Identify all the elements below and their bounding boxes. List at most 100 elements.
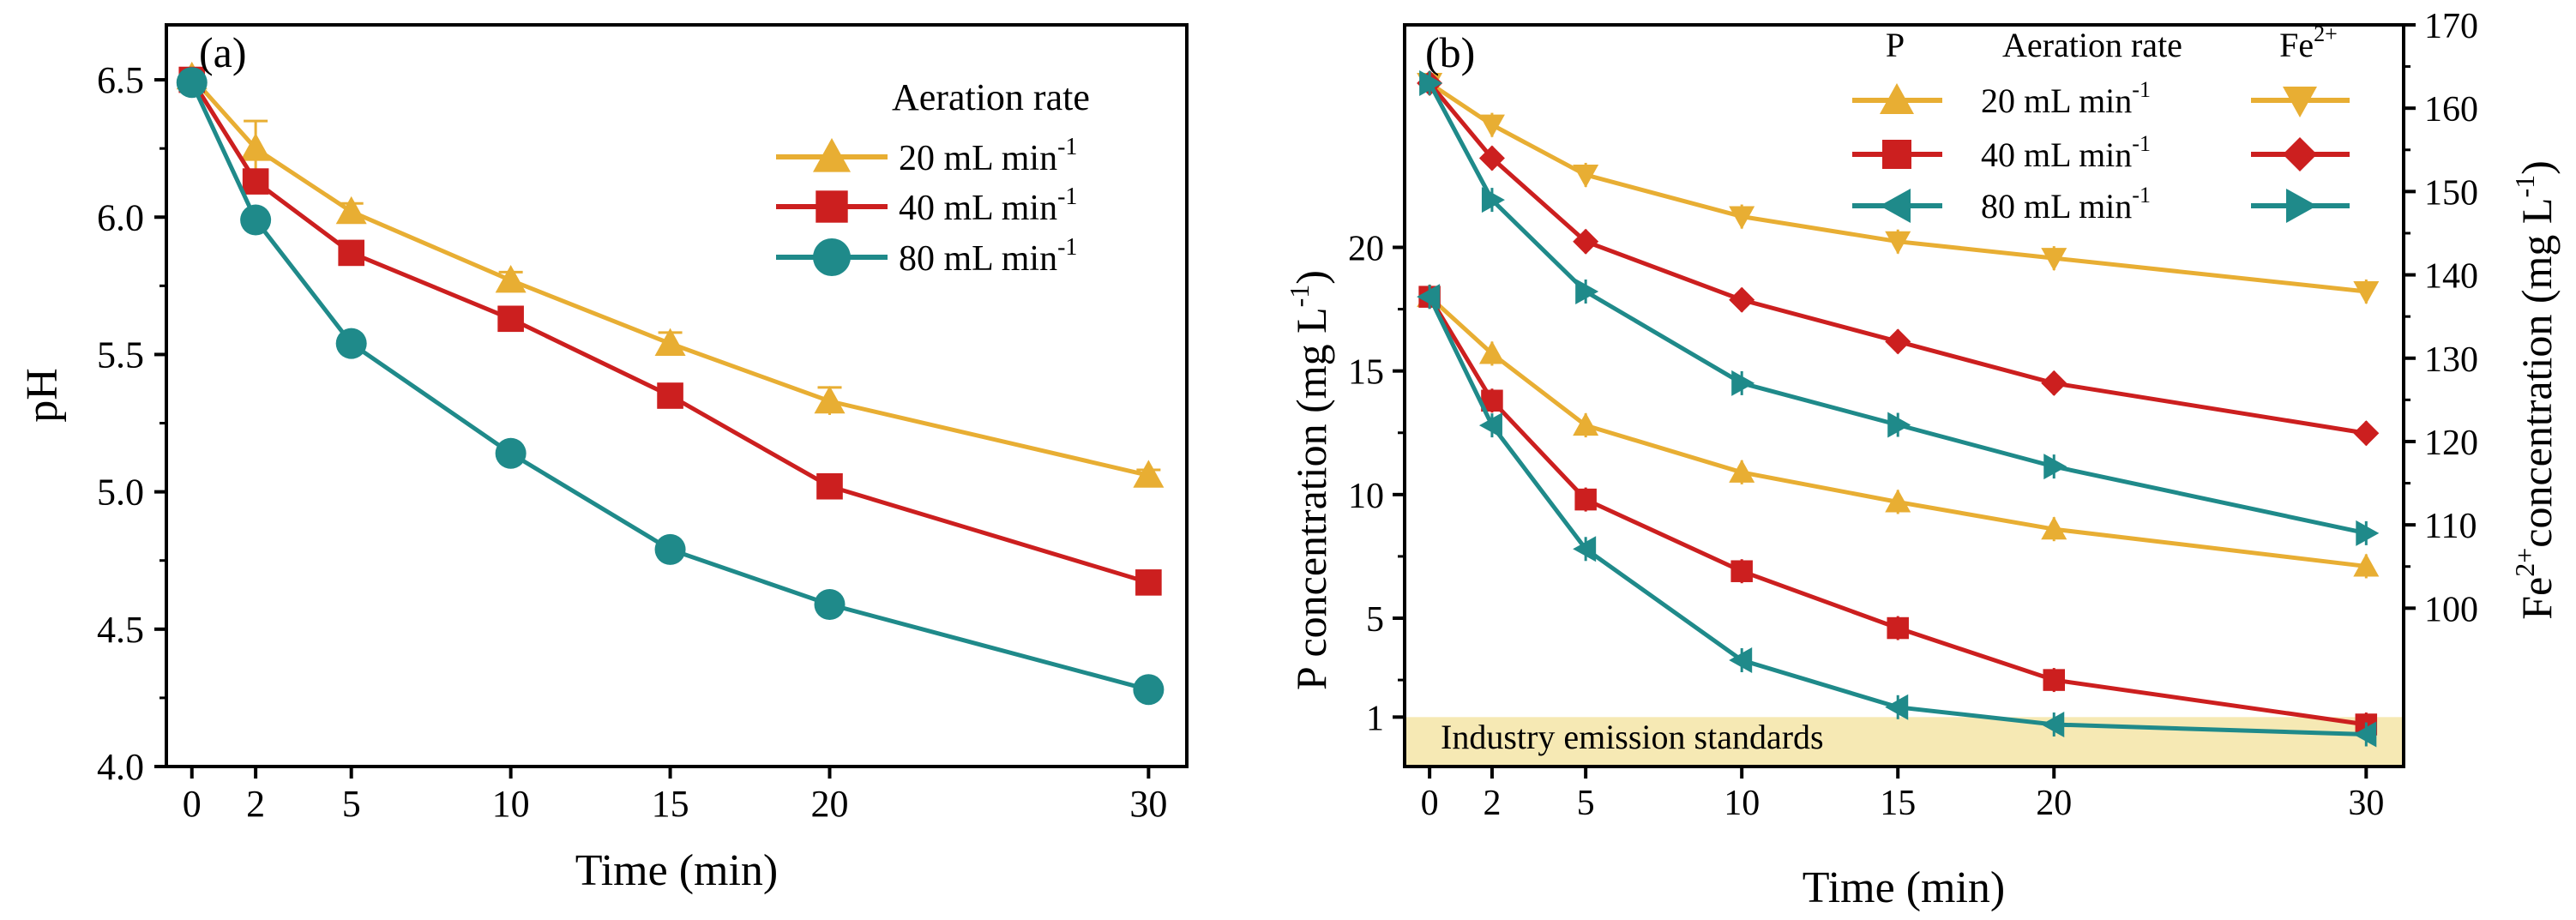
- data-point: [654, 533, 686, 565]
- x-tick-label: 20: [811, 783, 849, 825]
- x-tick-label: 2: [246, 783, 265, 825]
- y-tick-label: 5: [1366, 600, 1384, 640]
- y2-tick-label: 140: [2424, 257, 2478, 297]
- y-tick-label: 6.0: [97, 196, 144, 238]
- data-point: [1478, 340, 1505, 364]
- series-fe2-20-ml-min-1: [1417, 71, 2380, 305]
- panel-b-left-y-axis-title: P concentration (mg L-1): [1284, 270, 1335, 690]
- legend-marker-p: [1880, 189, 1911, 223]
- data-point: [1887, 412, 1911, 438]
- data-point: [1885, 328, 1911, 355]
- series-line: [1428, 81, 2367, 294]
- y2-tick-label: 170: [2424, 7, 2478, 46]
- panel-b-legend: P Aeration rate Fe2+ 20 mL min-1 40 mL mi…: [1852, 21, 2350, 225]
- data-point: [1481, 187, 1505, 213]
- panel-a-legend: Aeration rate 20 mL min-1 40 mL min-1 80 m…: [776, 76, 1090, 279]
- series-fe2-80-ml-min-1: [1419, 70, 2380, 546]
- data-point: [497, 305, 524, 333]
- y2-tick-label: 110: [2424, 507, 2477, 546]
- series-fe2-40-ml-min-1: [1417, 70, 2380, 447]
- panel-b-frame: [1403, 23, 2405, 768]
- data-point: [2353, 721, 2377, 748]
- panel-a-label: (a): [199, 28, 247, 76]
- emission-standard-label: Industry emission standards: [1441, 718, 1824, 756]
- y-tick-label: 10: [1348, 477, 1384, 516]
- x-tick-label: 5: [1577, 784, 1595, 823]
- y-tick-label: 6.5: [97, 59, 144, 101]
- legend-label: 20 mL min-1: [899, 134, 1077, 178]
- data-point: [2041, 711, 2065, 737]
- data-point: [1730, 560, 1753, 582]
- x-tick-label: 10: [492, 783, 530, 825]
- legend-marker-fe: [2286, 189, 2317, 223]
- legend-marker: [816, 190, 848, 223]
- data-point: [2043, 669, 2065, 691]
- panel-a-x-axis-title: Time (min): [575, 846, 778, 895]
- series-line: [1427, 296, 2367, 737]
- data-point: [2041, 370, 2067, 396]
- panel-a-chart: 4.0 4.5 5.0 5.5 6.0 6.5 0 2 5 10 15 20 30 (a) Time …: [18, 23, 1189, 895]
- y2-tick-label: 160: [2424, 90, 2478, 129]
- panel-a-y-axis: 4.0 4.5 5.0 5.5 6.0 6.5: [97, 59, 166, 788]
- panel-b-x-axis: 0 2 5 10 15 20 30: [1421, 767, 2384, 823]
- y2-tick-label: 100: [2424, 590, 2478, 629]
- legend-label: 80 mL min-1: [899, 234, 1077, 279]
- x-tick-label: 30: [1129, 783, 1167, 825]
- data-point: [2353, 420, 2380, 447]
- series-80-ml-min-circle: [176, 67, 1165, 706]
- x-tick-label: 30: [2348, 784, 2384, 823]
- data-point: [176, 67, 208, 99]
- legend-label: 40 mL min-1: [899, 183, 1077, 228]
- legend-marker-fe: [2283, 87, 2317, 117]
- emission-standard-band: [1405, 717, 2404, 767]
- data-point: [654, 328, 686, 357]
- x-tick-label: 0: [1421, 784, 1439, 823]
- y2-tick-label: 120: [2424, 424, 2478, 463]
- data-point: [816, 472, 843, 500]
- x-tick-label: 0: [183, 783, 202, 825]
- data-point: [657, 382, 683, 409]
- data-point: [2353, 553, 2380, 577]
- panel-b-right-y-axis-title: Fe2+concentration (mg L-1): [2509, 160, 2561, 620]
- data-point: [1573, 412, 1599, 436]
- data-point: [1478, 412, 1502, 439]
- y-tick-label: 1: [1366, 699, 1384, 738]
- y-tick-label: 5.0: [97, 472, 144, 514]
- data-point: [1885, 231, 1911, 255]
- legend-marker: [813, 238, 851, 276]
- series-line: [1428, 81, 2367, 436]
- panel-a-y-axis-title: pH: [18, 368, 67, 423]
- emission-band-fill: [1405, 717, 2404, 767]
- y2-tick-label: 130: [2424, 340, 2478, 380]
- data-point: [335, 328, 367, 359]
- y-tick-label: 4.5: [97, 609, 144, 651]
- panel-a-x-axis: 0 2 5 10 15 20 30: [183, 767, 1167, 825]
- x-tick-label: 15: [652, 783, 689, 825]
- panel-a-frame: [165, 23, 1189, 768]
- series-p-80-ml-min-1: [1417, 284, 2377, 748]
- data-point: [1574, 488, 1597, 511]
- x-tick-label: 20: [2036, 784, 2072, 823]
- data-point: [1133, 674, 1165, 706]
- legend-marker-fe: [2283, 137, 2317, 171]
- data-point: [1729, 286, 1755, 313]
- data-point: [1419, 70, 1443, 97]
- data-point: [1417, 284, 1441, 310]
- legend-label: 20 mL min-1: [1981, 77, 2151, 120]
- data-point: [1478, 114, 1505, 138]
- panel-b-x-axis-title: Time (min): [1803, 863, 2005, 912]
- data-point: [1573, 536, 1597, 562]
- data-point: [240, 204, 272, 236]
- y-tick-label: 4.0: [97, 746, 144, 788]
- legend-marker-p: [1882, 140, 1911, 169]
- panel-b-right-y-axis: 100 110 120 130 140 150 160 170: [2404, 7, 2478, 629]
- data-point: [2041, 516, 2067, 540]
- legend-header-fe: Fe2+: [2279, 21, 2338, 64]
- y2-tick-label: 150: [2424, 173, 2478, 213]
- x-tick-label: 2: [1483, 784, 1501, 823]
- data-point: [1887, 616, 1909, 640]
- legend-header-aeration-rate: Aeration rate: [2002, 26, 2182, 64]
